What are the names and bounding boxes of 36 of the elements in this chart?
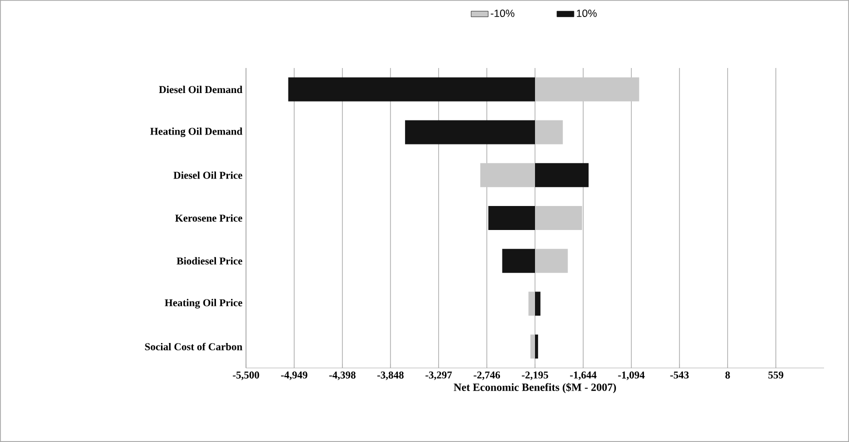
x-tick-label: -3,297: [426, 372, 452, 380]
bar: [535, 77, 640, 102]
x-tick-label: -1,094: [618, 372, 645, 380]
bar: [535, 292, 540, 316]
legend-label: 10%: [576, 10, 597, 18]
y-tick-label: Heating Oil Price: [164, 298, 242, 308]
x-tick-label: 8: [725, 372, 730, 379]
x-tick-label: -2,195: [522, 372, 548, 380]
bar: [530, 334, 536, 359]
y-tick-label: Social Cost of Carbon: [145, 342, 242, 350]
x-tick-label: -4,949: [281, 372, 308, 380]
bar: [535, 248, 568, 273]
x-tick-label: -1,644: [570, 372, 597, 380]
x-tick-label: 559: [768, 372, 784, 379]
y-tick-label: Kerosene Price: [175, 214, 242, 222]
bar: [535, 163, 589, 188]
x-tick-label: -543: [670, 372, 689, 379]
bar: [535, 206, 582, 230]
y-tick-label: Heating Oil Demand: [150, 127, 242, 138]
bar: [528, 292, 536, 316]
x-tick-label: -3,848: [377, 372, 404, 380]
bar: [288, 77, 536, 102]
bar: [405, 120, 536, 144]
bar: [488, 206, 536, 230]
x-tick-label: -2,746: [474, 372, 500, 380]
y-tick-label: Diesel Oil Demand: [158, 86, 242, 94]
x-tick-label: -4,398: [329, 372, 356, 380]
bar: [535, 120, 563, 144]
bar: [502, 248, 536, 273]
bar: [480, 163, 536, 188]
y-tick-label: Diesel Oil Price: [174, 171, 242, 179]
x-axis-title: Net Economic Benefits ($M - 2007): [454, 382, 616, 394]
legend-label: -10%: [490, 10, 514, 18]
bar: [535, 334, 538, 359]
y-tick-label: Biodiesel Price: [176, 257, 242, 265]
x-tick-label: -5,500: [232, 372, 260, 380]
